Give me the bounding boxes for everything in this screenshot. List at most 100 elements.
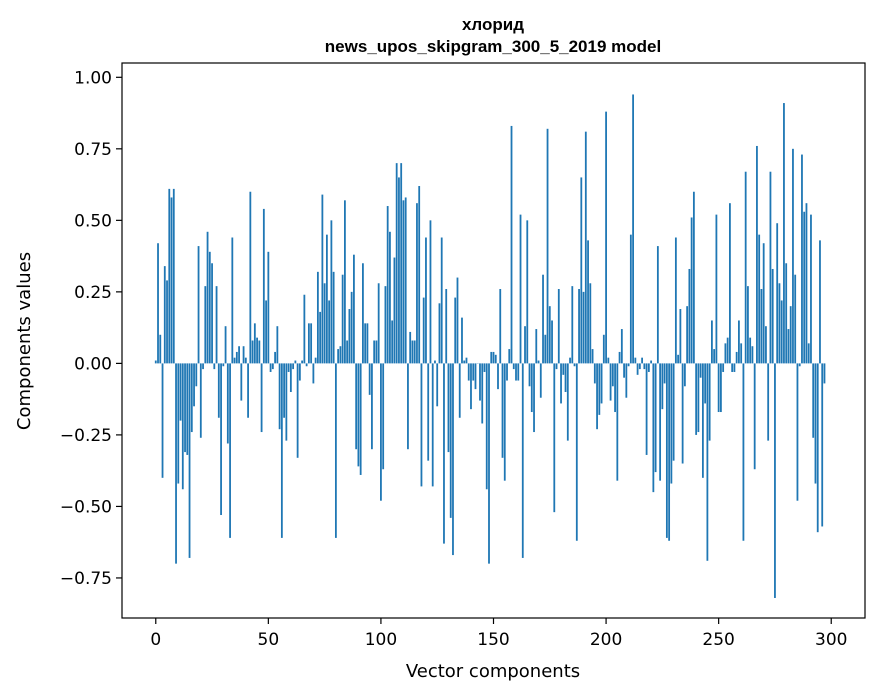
- bar-296: [821, 363, 824, 527]
- bar-266: [753, 363, 756, 470]
- bar-100: [380, 363, 382, 501]
- bar-75: [323, 283, 326, 364]
- bar-108: [398, 177, 400, 364]
- bar-30: [222, 363, 225, 367]
- bar-24: [208, 251, 211, 364]
- bar-41: [247, 363, 249, 418]
- y-tick-label: −0.25: [60, 426, 112, 446]
- bar-140: [470, 363, 472, 410]
- bar-182: [564, 363, 567, 392]
- bar-63: [296, 363, 299, 458]
- bar-107: [395, 163, 398, 364]
- bar-159: [512, 363, 515, 370]
- bar-142: [474, 363, 477, 390]
- bar-3: [161, 363, 164, 478]
- bar-80: [334, 363, 337, 538]
- bar-76: [325, 234, 328, 364]
- bar-183: [566, 363, 569, 441]
- bar-90: [357, 363, 360, 467]
- x-tick-label: 250: [702, 630, 734, 650]
- bar-69: [310, 323, 313, 364]
- bar-261: [742, 363, 745, 541]
- bar-85: [346, 340, 349, 364]
- bar-271: [765, 326, 767, 364]
- bar-79: [332, 271, 335, 364]
- bar-70: [312, 363, 315, 384]
- bar-186: [573, 363, 576, 367]
- bar-61: [292, 363, 295, 370]
- bar-64: [298, 363, 301, 381]
- bar-146: [483, 363, 486, 372]
- bar-130: [447, 363, 450, 453]
- bar-118: [420, 363, 423, 487]
- bar-78: [330, 220, 333, 364]
- bar-83: [341, 274, 344, 364]
- bar-54: [276, 326, 279, 364]
- bar-279: [783, 103, 785, 364]
- bar-116: [416, 203, 418, 364]
- bar-226: [663, 363, 666, 384]
- bar-28: [217, 363, 220, 418]
- bar-111: [404, 197, 407, 364]
- bar-286: [798, 363, 801, 367]
- bar-0: [154, 360, 157, 364]
- bar-1: [157, 243, 159, 364]
- bar-119: [422, 297, 425, 364]
- bar-184: [569, 357, 571, 364]
- bar-156: [506, 363, 508, 381]
- x-tick-label: 0: [150, 630, 161, 650]
- bar-27: [215, 286, 218, 364]
- bar-136: [461, 317, 463, 364]
- bar-195: [593, 363, 596, 384]
- bar-216: [641, 357, 643, 364]
- bar-248: [713, 349, 716, 364]
- bar-11: [179, 363, 182, 421]
- bar-273: [769, 171, 772, 364]
- bar-269: [760, 289, 763, 364]
- bar-249: [715, 214, 718, 364]
- bar-82: [339, 346, 342, 364]
- y-tick-label: −0.75: [60, 569, 112, 589]
- bar-50: [267, 251, 270, 364]
- bar-175: [548, 306, 551, 364]
- bar-40: [244, 357, 247, 364]
- bar-196: [596, 363, 598, 430]
- bar-84: [344, 200, 346, 364]
- bar-280: [785, 263, 788, 364]
- bar-234: [681, 363, 684, 464]
- bar-89: [355, 363, 358, 450]
- bar-66: [303, 294, 306, 364]
- bar-270: [762, 243, 765, 364]
- bar-154: [501, 363, 504, 458]
- bar-157: [508, 349, 511, 364]
- bar-274: [771, 268, 774, 364]
- bar-150: [492, 351, 495, 364]
- bar-29: [220, 363, 222, 516]
- bar-137: [463, 360, 466, 364]
- bar-257: [733, 363, 736, 372]
- bar-153: [499, 289, 502, 364]
- bar-164: [524, 326, 526, 364]
- bar-52: [271, 363, 274, 370]
- bar-180: [560, 363, 562, 404]
- x-axis-label: Vector components: [406, 661, 580, 682]
- y-tick-label: 0.00: [74, 354, 112, 374]
- bar-213: [634, 357, 637, 364]
- bar-141: [472, 363, 475, 381]
- bar-263: [747, 286, 749, 364]
- y-axis-label: Components values: [14, 252, 35, 430]
- bar-281: [787, 329, 790, 364]
- y-tick-label: 0.75: [74, 140, 112, 160]
- bar-192: [587, 240, 589, 364]
- bar-275: [774, 363, 776, 598]
- bar-219: [647, 363, 650, 372]
- x-axis-ticks: 0 50 100 150 200 250 300: [150, 618, 847, 650]
- bar-253: [724, 343, 727, 364]
- bar-131: [449, 363, 452, 518]
- bar-252: [722, 363, 725, 372]
- bar-171: [539, 363, 542, 398]
- bar-135: [458, 363, 461, 418]
- bar-81: [337, 349, 340, 364]
- bar-222: [654, 363, 657, 473]
